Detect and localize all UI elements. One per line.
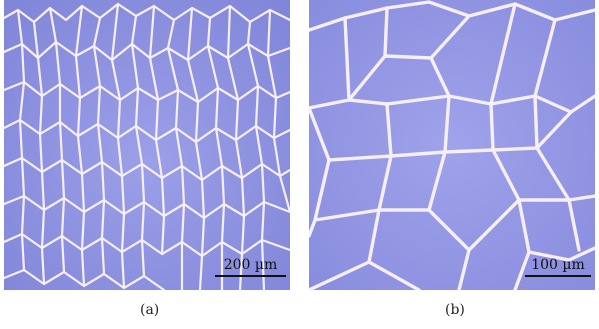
crack-network-b	[309, 0, 595, 290]
scale-bar-a: 200 µm	[215, 257, 286, 277]
caption-a: (a)	[140, 302, 160, 318]
caption-b: (b)	[445, 302, 465, 318]
scale-bar-b: 100 µm	[525, 257, 591, 277]
scale-line-b	[525, 275, 591, 277]
scale-label-a: 200 µm	[223, 257, 278, 273]
crack-network-a	[4, 0, 290, 290]
micrograph-b: 100 µm	[309, 0, 595, 290]
scale-line-a	[215, 275, 286, 277]
scale-label-b: 100 µm	[531, 257, 585, 273]
micrograph-a: 200 µm	[4, 0, 290, 290]
